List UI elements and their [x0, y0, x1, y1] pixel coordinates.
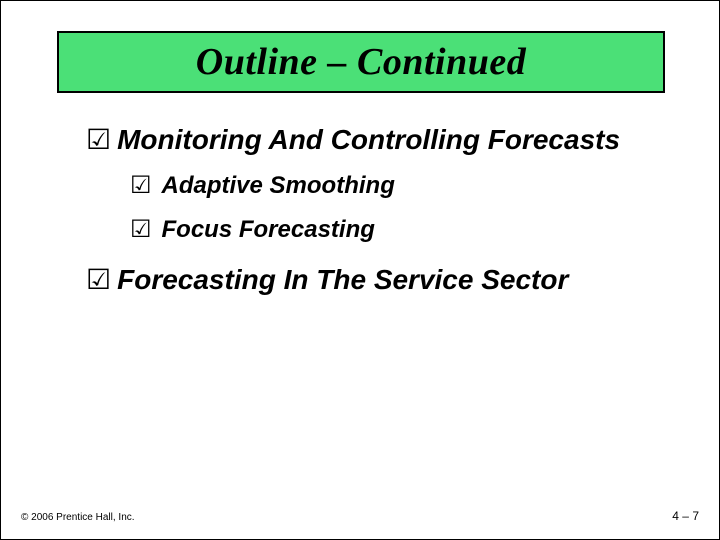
checkbox-icon: ☑ [86, 263, 111, 297]
bullet-label: Adaptive Smoothing [162, 171, 395, 201]
slide-title: Outline – Continued [196, 40, 526, 84]
bullet-focus-forecasting: ☑ Focus Forecasting [130, 215, 679, 245]
bullet-label: Focus Forecasting [162, 215, 375, 245]
slide: Outline – Continued ☑ Monitoring And Con… [0, 0, 720, 540]
content-area: ☑ Monitoring And Controlling Forecasts ☑… [86, 123, 679, 307]
bullet-label: Forecasting In The Service Sector [117, 263, 568, 297]
sub-bullets: ☑ Adaptive Smoothing ☑ Focus Forecasting [130, 171, 679, 245]
bullet-service-sector: ☑ Forecasting In The Service Sector [86, 263, 679, 297]
bullet-adaptive-smoothing: ☑ Adaptive Smoothing [130, 171, 679, 201]
checkbox-icon: ☑ [86, 123, 111, 157]
copyright-text: © 2006 Prentice Hall, Inc. [21, 512, 135, 523]
checkbox-icon: ☑ [130, 171, 152, 201]
checkbox-icon: ☑ [130, 215, 152, 245]
bullet-label: Monitoring And Controlling Forecasts [117, 123, 620, 157]
bullet-monitoring-controlling: ☑ Monitoring And Controlling Forecasts [86, 123, 679, 157]
title-box: Outline – Continued [57, 31, 665, 93]
page-number: 4 – 7 [672, 509, 699, 523]
